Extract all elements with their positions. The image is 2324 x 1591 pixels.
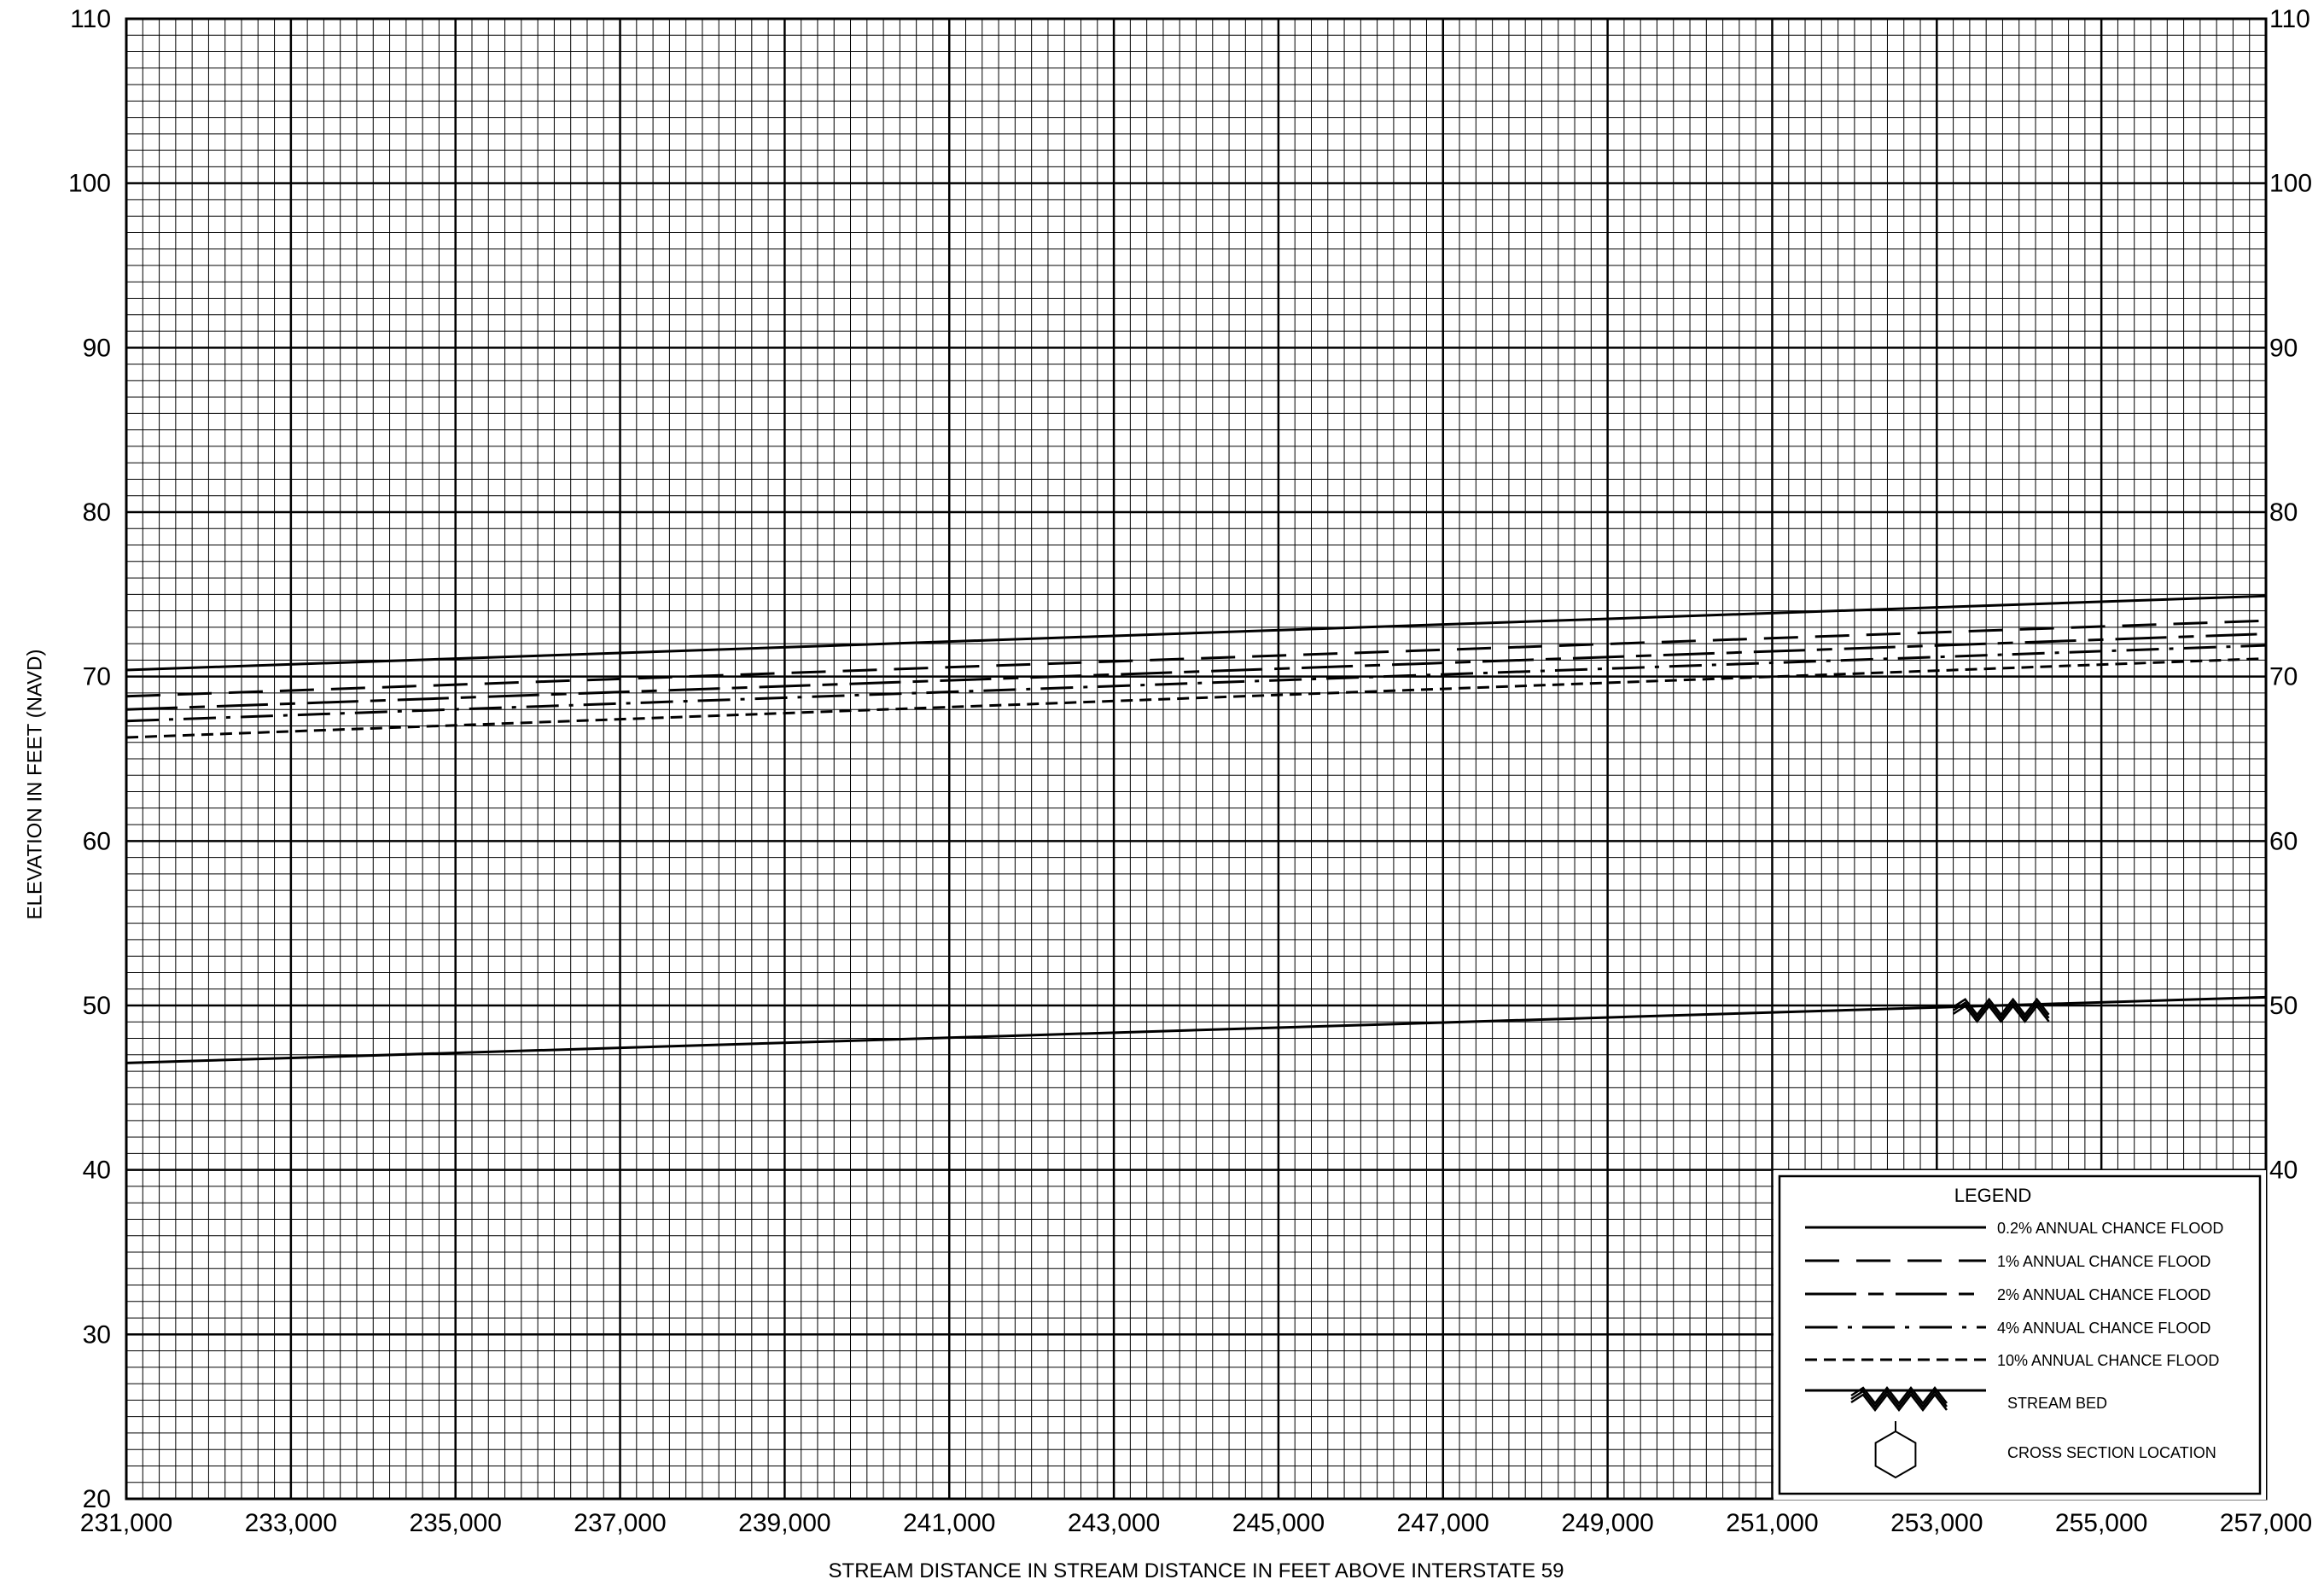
- right-y-tick-label: 60: [2269, 827, 2298, 855]
- x-tick-labels: 231,000 233,000 235,000 237,000 239,000 241,0…: [80, 1509, 2312, 1537]
- right-y-tick-label: 90: [2269, 334, 2298, 362]
- x-tick-label: 241,000: [903, 1509, 995, 1537]
- y-tick-label: 20: [83, 1485, 111, 1513]
- legend-label-4: 4% ANNUAL CHANCE FLOOD: [1997, 1320, 2210, 1337]
- x-tick-label: 237,000: [574, 1509, 666, 1537]
- right-y-tick-label: 110: [2269, 5, 2310, 33]
- legend-label-1: 0.2% ANNUAL CHANCE FLOOD: [1997, 1220, 2223, 1237]
- y-tick-label: 80: [83, 498, 111, 527]
- x-tick-label: 239,000: [738, 1509, 830, 1537]
- plot-frame: [125, 17, 2268, 1501]
- series-line-5: [125, 657, 2267, 739]
- x-tick-label: 257,000: [2220, 1509, 2312, 1537]
- x-tick-label: 231,000: [80, 1509, 172, 1537]
- x-tick-label: 249,000: [1561, 1509, 1653, 1537]
- stream-bed-hatch-line: [1850, 1389, 1948, 1409]
- y-tick-label: 70: [83, 663, 111, 691]
- y-tick-label: 60: [83, 827, 111, 855]
- y-tick-label: 30: [83, 1320, 111, 1349]
- legend-label-6: STREAM BED: [2007, 1395, 2107, 1412]
- legend-label-2: 1% ANNUAL CHANCE FLOOD: [1997, 1253, 2210, 1270]
- legend-box: [1778, 1174, 2262, 1495]
- legend-label-7: CROSS SECTION LOCATION: [2007, 1444, 2216, 1461]
- y-tick-label: 90: [83, 334, 111, 362]
- x-tick-label: 247,000: [1397, 1509, 1489, 1537]
- legend-stream-bed-icon: [1850, 1385, 1948, 1413]
- series-line-3: [125, 632, 2267, 711]
- y-tick-label: 100: [68, 170, 111, 198]
- series-line-4: [125, 644, 2267, 723]
- stream-bed-hatch-line: [1850, 1385, 1948, 1406]
- series-layer: [125, 594, 2267, 1064]
- right-y-tick-label: 40: [2269, 1157, 2298, 1185]
- series-line-1: [125, 594, 2267, 672]
- y-tick-label: 40: [83, 1157, 111, 1185]
- stream-bed-hatch-line: [1850, 1392, 1948, 1413]
- legend-title: LEGEND: [1954, 1185, 2031, 1206]
- right-y-tick-label: 70: [2269, 663, 2298, 691]
- x-tick-label: 233,000: [245, 1509, 337, 1537]
- right-y-tick-label: 50: [2269, 992, 2298, 1020]
- y-tick-label: 50: [83, 992, 111, 1020]
- right-y-tick-label: 80: [2269, 498, 2298, 527]
- x-tick-label: 243,000: [1068, 1509, 1160, 1537]
- x-tick-label: 245,000: [1232, 1509, 1325, 1537]
- stream-bed-marker: [1952, 997, 2050, 1023]
- y-tick-label: 110: [70, 5, 111, 33]
- right-y-tick-labels: 40 50 60 70 80 90 100 110: [2269, 5, 2312, 1185]
- y-axis-title: ELEVATION IN FEET (NAVD): [23, 650, 46, 920]
- series-line-6: [125, 995, 2267, 1064]
- stream-bed-hatch-line: [1952, 997, 2050, 1017]
- x-tick-label: 253,000: [1890, 1509, 1983, 1537]
- x-axis-title: STREAM DISTANCE IN STREAM DISTANCE IN FE…: [829, 1559, 1564, 1582]
- x-tick-label: 251,000: [1726, 1509, 1818, 1537]
- legend: LEGEND 0.2% ANNUAL CHANCE FLOOD 1% ANNUAL …: [1774, 1170, 2266, 1500]
- stream-bed-hatch-line: [1952, 1000, 2050, 1020]
- stream-bed-hatch-line: [1952, 1004, 2050, 1023]
- x-tick-label: 255,000: [2055, 1509, 2147, 1537]
- legend-label-3: 2% ANNUAL CHANCE FLOOD: [1997, 1286, 2210, 1303]
- y-tick-labels: 20 30 40 50 60 70 80 90 100 110: [68, 5, 111, 1513]
- x-tick-label: 235,000: [409, 1509, 501, 1537]
- legend-label-5: 10% ANNUAL CHANCE FLOOD: [1997, 1352, 2219, 1369]
- right-y-tick-label: 100: [2269, 170, 2312, 198]
